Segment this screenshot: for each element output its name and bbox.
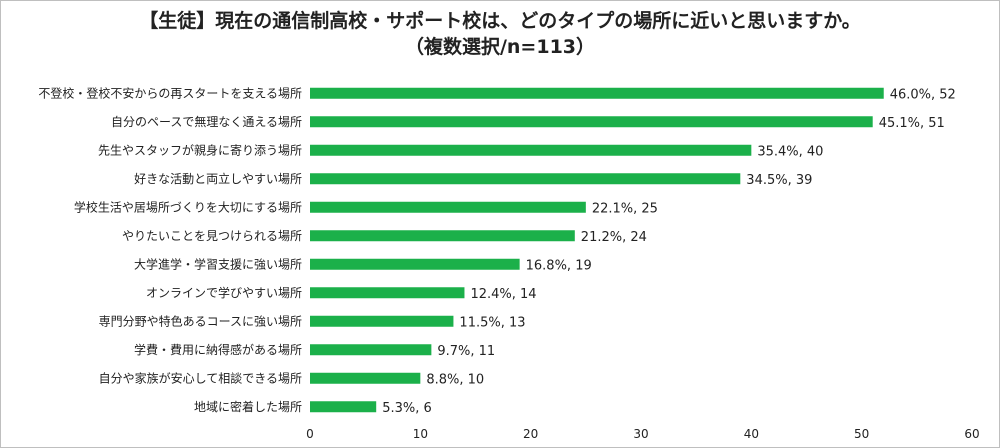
category-label: 自分のペースで無理なく通える場所 [111,114,302,129]
data-label: 45.1%, 51 [879,116,945,131]
x-tick-label: 40 [744,427,759,441]
category-label: 学費・費用に納得感がある場所 [134,342,302,357]
category-label: 大学進学・学習支援に強い場所 [134,256,302,271]
bar [310,315,454,327]
chart-title-block: 【生徒】現在の通信制高校・サポート校は、どのタイプの場所に近いと思いますか。 （… [0,8,1000,60]
data-label: 8.8%, 10 [426,372,484,387]
category-label: 先生やスタッフが親身に寄り添う場所 [98,142,302,157]
x-tick-label: 10 [413,427,428,441]
category-label: オンラインで学びやすい場所 [146,285,302,300]
category-label: 好きな活動と両立しやすい場所 [134,171,302,186]
bar [310,287,465,299]
category-label: 地域に密着した場所 [194,399,302,414]
data-label: 5.3%, 6 [382,401,432,416]
data-label: 35.4%, 40 [757,144,823,159]
bar [310,144,752,156]
x-tick-label: 60 [964,427,979,441]
x-tick-label: 20 [523,427,538,441]
bar [310,116,873,128]
category-label: 自分や家族が安心して相談できる場所 [99,370,302,385]
bar [310,258,520,270]
category-label: 専門分野や特色あるコースに強い場所 [99,313,302,328]
category-label: やりたいことを見つけられる場所 [122,229,302,243]
data-label: 12.4%, 14 [470,287,536,302]
data-label: 34.5%, 39 [746,173,812,188]
bar [310,87,884,99]
data-label: 46.0%, 52 [890,87,956,102]
chart-subtitle: （複数選択/n=113） [404,36,596,58]
bar [310,173,741,185]
category-label: 学校生活や居場所づくりを大切にする場所 [74,199,302,214]
bar [310,201,586,213]
bar [310,344,432,356]
category-label: 不登校・登校不安からの再スタートを支える場所 [38,85,302,100]
chart-title: 【生徒】現在の通信制高校・サポート校は、どのタイプの場所に近いと思いますか。 [139,10,861,32]
x-tick-label: 50 [854,427,869,441]
data-label: 22.1%, 25 [592,201,658,216]
data-label: 16.8%, 19 [526,258,592,273]
bar [310,401,377,413]
data-label: 11.5%, 13 [459,315,525,330]
bar [310,230,575,242]
x-tick-label: 0 [306,427,314,441]
bar [310,372,421,384]
data-label: 21.2%, 24 [581,230,647,245]
data-label: 9.7%, 11 [437,344,495,359]
x-tick-label: 30 [633,427,648,441]
